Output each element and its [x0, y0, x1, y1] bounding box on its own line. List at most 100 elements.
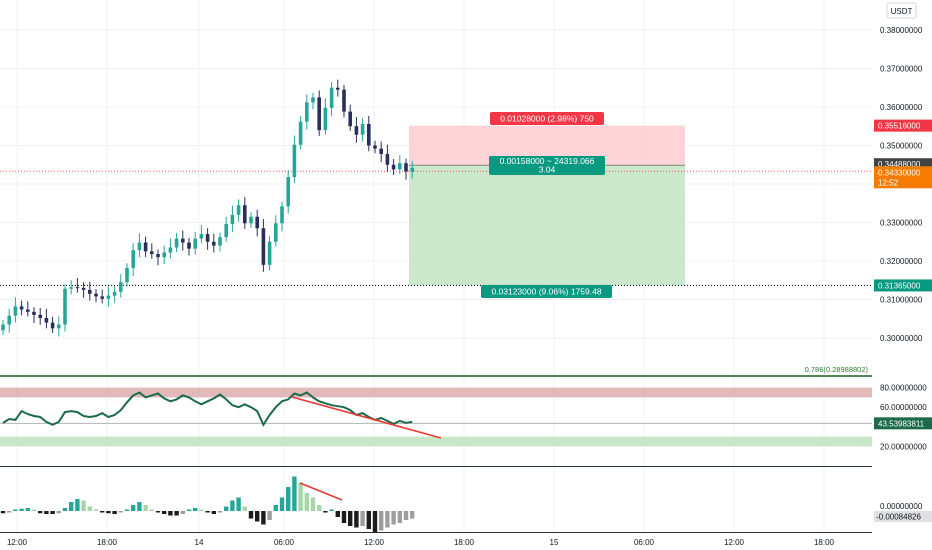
histogram-bar: [193, 508, 198, 511]
candle-body: [305, 102, 309, 122]
histogram-bar: [323, 511, 328, 513]
hist-current-label: -0.00084826: [876, 513, 921, 522]
rsi-line: [2, 391, 413, 427]
price-tick-label: 0.35000000: [880, 142, 923, 151]
candle-body: [205, 234, 210, 242]
candle-body: [410, 167, 414, 172]
price-candles: [1, 79, 414, 337]
hist-zero-label: 0.00000000: [880, 502, 923, 511]
candle-body: [7, 315, 11, 325]
histogram-bar: [261, 511, 266, 525]
price-tick-label: 0.33000000: [880, 219, 923, 228]
histogram-bar: [385, 511, 390, 528]
rsi-tick-label: 80.00000000: [880, 384, 927, 393]
histogram-bar: [0, 511, 6, 514]
candle-body: [317, 97, 321, 131]
candle-body: [50, 322, 55, 329]
candle-body: [292, 144, 297, 178]
histogram-bar: [242, 506, 247, 511]
candle-body: [391, 164, 396, 170]
histogram-bar: [25, 508, 30, 511]
candle-body: [336, 87, 340, 90]
candle-body: [94, 293, 98, 297]
rsi-oversold-band: [0, 436, 872, 447]
take-profit-zone[interactable]: [409, 165, 685, 286]
price-axis[interactable]: USDT 0.38000000 0.37000000 0.36000000 0.350…: [872, 0, 932, 550]
candle-body: [398, 163, 402, 170]
candle-body: [354, 126, 359, 135]
price-axis-bg: [872, 0, 932, 550]
histogram-bar: [255, 511, 260, 522]
histogram-bar: [50, 511, 55, 514]
time-tick-label: 12:00: [364, 538, 385, 547]
histogram-bar: [310, 497, 316, 511]
histogram-bar: [292, 476, 297, 511]
candle-body: [187, 242, 191, 249]
histogram-bar: [81, 500, 86, 511]
candle-body: [373, 145, 377, 149]
histogram-bar: [75, 499, 80, 511]
candle-body: [274, 223, 278, 242]
histogram-bar: [93, 509, 99, 511]
candle-body: [298, 121, 303, 145]
histogram-bar: [211, 511, 216, 514]
histogram-bar: [118, 511, 123, 513]
histogram-bar: [286, 487, 291, 511]
rsi-current-label: 43.53983811: [878, 419, 925, 428]
histogram-bar: [174, 511, 179, 516]
risk-reward-label: 3.04: [539, 165, 556, 175]
candle-body: [63, 288, 67, 325]
entry-label-box: [489, 156, 605, 175]
candle-body: [379, 148, 383, 154]
histogram-bar: [44, 511, 49, 514]
histogram-bar: [391, 511, 396, 525]
price-tick-label: 0.37000000: [880, 65, 923, 74]
histogram-bar: [205, 511, 210, 513]
rsi-divergence-trendline: [291, 396, 442, 439]
histogram-bar: [131, 505, 136, 511]
candle-body: [181, 238, 185, 243]
histogram-bar: [279, 497, 285, 511]
candle-body: [243, 205, 247, 224]
entry-price-label: 0.34488000: [878, 160, 921, 169]
candle-body: [81, 287, 86, 290]
histogram-bar: [69, 502, 74, 511]
histogram-bar: [348, 511, 353, 526]
histogram-bar: [143, 505, 148, 511]
time-tick-label: 15: [550, 538, 559, 547]
candle-body: [131, 250, 135, 268]
time-tick-label: 06:00: [634, 538, 655, 547]
candle-body: [218, 237, 222, 246]
histogram-bar: [379, 511, 384, 531]
stop-label-box: [490, 112, 604, 125]
histogram-bar: [267, 511, 272, 520]
candle-body: [249, 216, 253, 224]
candle-body: [38, 314, 42, 318]
candle-body: [323, 107, 328, 131]
rsi-panel: [0, 387, 872, 447]
histogram-bar: [403, 511, 409, 520]
candle-body: [143, 242, 148, 252]
time-axis[interactable]: 12:00 18:00 14 06:00 12:00 18:00 15 06:00 12:00 1…: [7, 538, 835, 547]
histogram-bar: [186, 509, 192, 511]
candle-body: [280, 206, 284, 224]
histogram-bar: [248, 511, 254, 519]
histogram-trendline: [299, 482, 343, 501]
histogram-bar: [335, 511, 340, 517]
histogram-bar: [224, 506, 229, 511]
currency-label: USDT: [891, 7, 913, 16]
candle-body: [162, 252, 166, 258]
histogram-bar: [124, 509, 130, 511]
histogram-bar: [7, 511, 12, 513]
trade-position[interactable]: 0.01028000 (2.98%) 750 0.00158000 ~ 24319…: [0, 112, 872, 298]
histogram-bar: [354, 511, 359, 528]
candle-body: [69, 287, 73, 289]
fib-level-label: 0.786(0.28988802): [805, 365, 869, 374]
histogram-bar: [199, 509, 204, 511]
candle-body: [106, 295, 111, 299]
time-tick-label: 12:00: [724, 538, 745, 547]
stop-label: 0.01028000 (2.98%) 750: [500, 114, 594, 124]
time-tick-label: 06:00: [274, 538, 295, 547]
histogram-bar: [317, 505, 322, 511]
